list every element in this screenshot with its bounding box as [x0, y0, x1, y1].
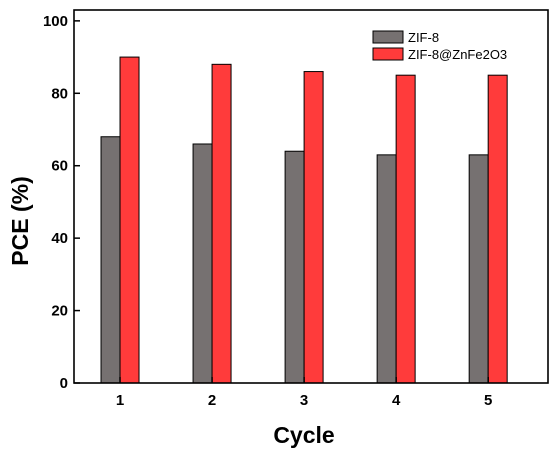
y-tick-label-40: 40	[51, 230, 68, 247]
bar-series-2-cycle-4	[395, 74, 416, 384]
x-tick-label-1: 1	[116, 392, 124, 409]
x-tick-label-5: 5	[484, 392, 492, 409]
bar-series-2-cycle-2	[211, 63, 232, 384]
y-tick-label-60: 60	[51, 158, 68, 175]
bar-series-1-cycle-5	[468, 154, 489, 384]
bar-series-1-cycle-3	[284, 150, 305, 384]
y-tick-label-80: 80	[51, 85, 68, 102]
legend-swatch-zif-8-znfe2o3	[372, 47, 404, 61]
bars-layer	[100, 56, 508, 384]
y-tick-label-0: 0	[60, 375, 68, 392]
bar-series-2-cycle-3	[303, 71, 324, 384]
x-tick-label-3: 3	[300, 392, 308, 409]
x-tick-label-2: 2	[208, 392, 216, 409]
legend-label-zif-8-znfe2o3: ZIF-8@ZnFe2O3	[408, 47, 507, 62]
bar-series-2-cycle-5	[487, 74, 508, 384]
bar-series-1-cycle-2	[192, 143, 213, 384]
bar-series-1-cycle-4	[376, 154, 397, 384]
y-tick-label-100: 100	[43, 13, 68, 30]
y-axis-title: PCE (%)	[7, 176, 33, 265]
legend: ZIF-8 ZIF-8@ZnFe2O3	[372, 30, 507, 62]
plot-frame	[73, 9, 549, 384]
bar-series-1-cycle-1	[100, 136, 121, 384]
legend-label-zif-8: ZIF-8	[408, 30, 439, 45]
y-tick-label-20: 20	[51, 303, 68, 320]
ticks-layer: 0 20 40 60 80 100 1 2 3 4 5	[43, 13, 492, 409]
x-tick-label-4: 4	[392, 392, 401, 409]
axes-layer	[73, 9, 549, 384]
legend-swatch-zif-8	[372, 30, 404, 44]
x-axis-title: Cycle	[273, 422, 334, 448]
bar-series-2-cycle-1	[119, 56, 140, 384]
